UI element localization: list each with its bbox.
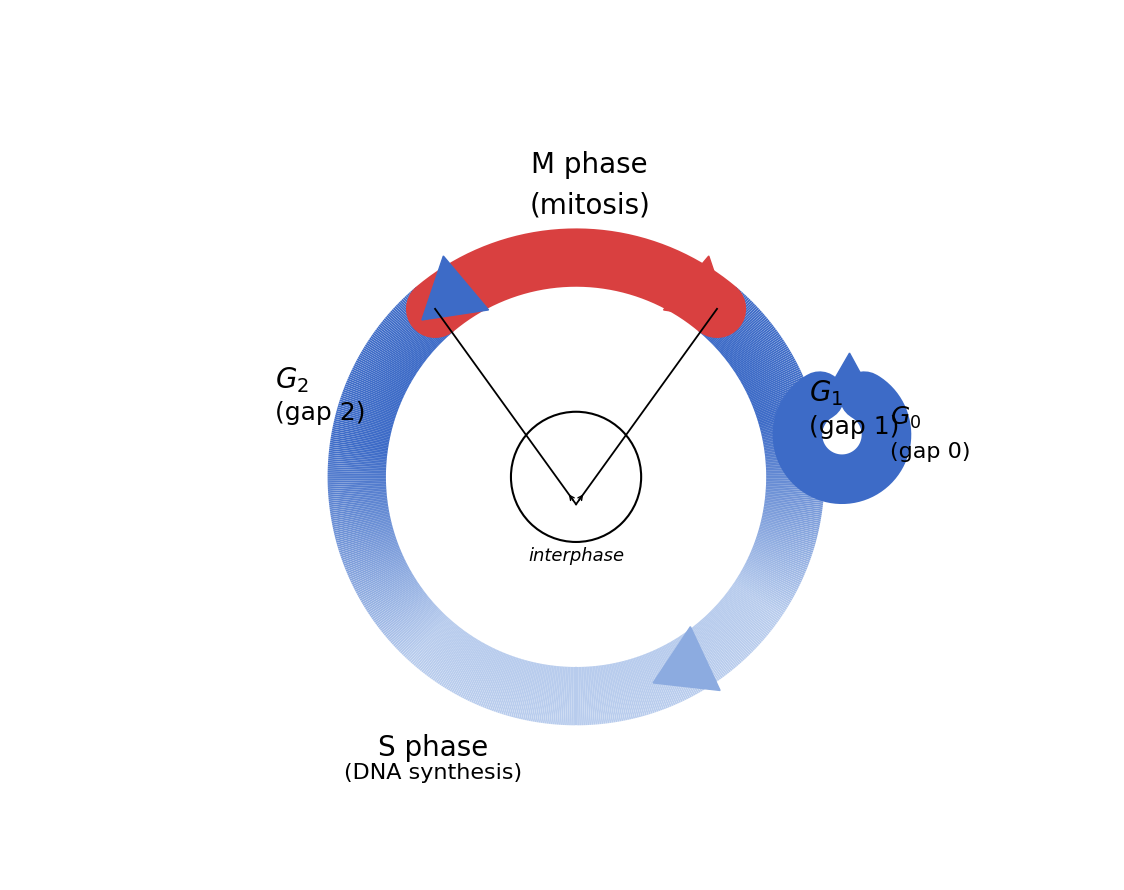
Text: M phase: M phase bbox=[532, 150, 649, 179]
Text: S phase: S phase bbox=[379, 734, 489, 762]
Text: (DNA synthesis): (DNA synthesis) bbox=[344, 764, 523, 783]
Polygon shape bbox=[422, 256, 489, 320]
Text: $G_2$: $G_2$ bbox=[274, 365, 308, 394]
Text: (gap 0): (gap 0) bbox=[890, 442, 970, 462]
Text: $G_1$: $G_1$ bbox=[809, 378, 843, 409]
Polygon shape bbox=[819, 353, 877, 405]
Polygon shape bbox=[653, 627, 720, 691]
Polygon shape bbox=[663, 256, 731, 320]
Text: (gap 2): (gap 2) bbox=[274, 401, 365, 425]
Text: (gap 1): (gap 1) bbox=[809, 415, 899, 439]
Text: $G_0$: $G_0$ bbox=[890, 405, 922, 432]
Text: interphase: interphase bbox=[528, 547, 624, 565]
Text: (mitosis): (mitosis) bbox=[529, 192, 650, 220]
